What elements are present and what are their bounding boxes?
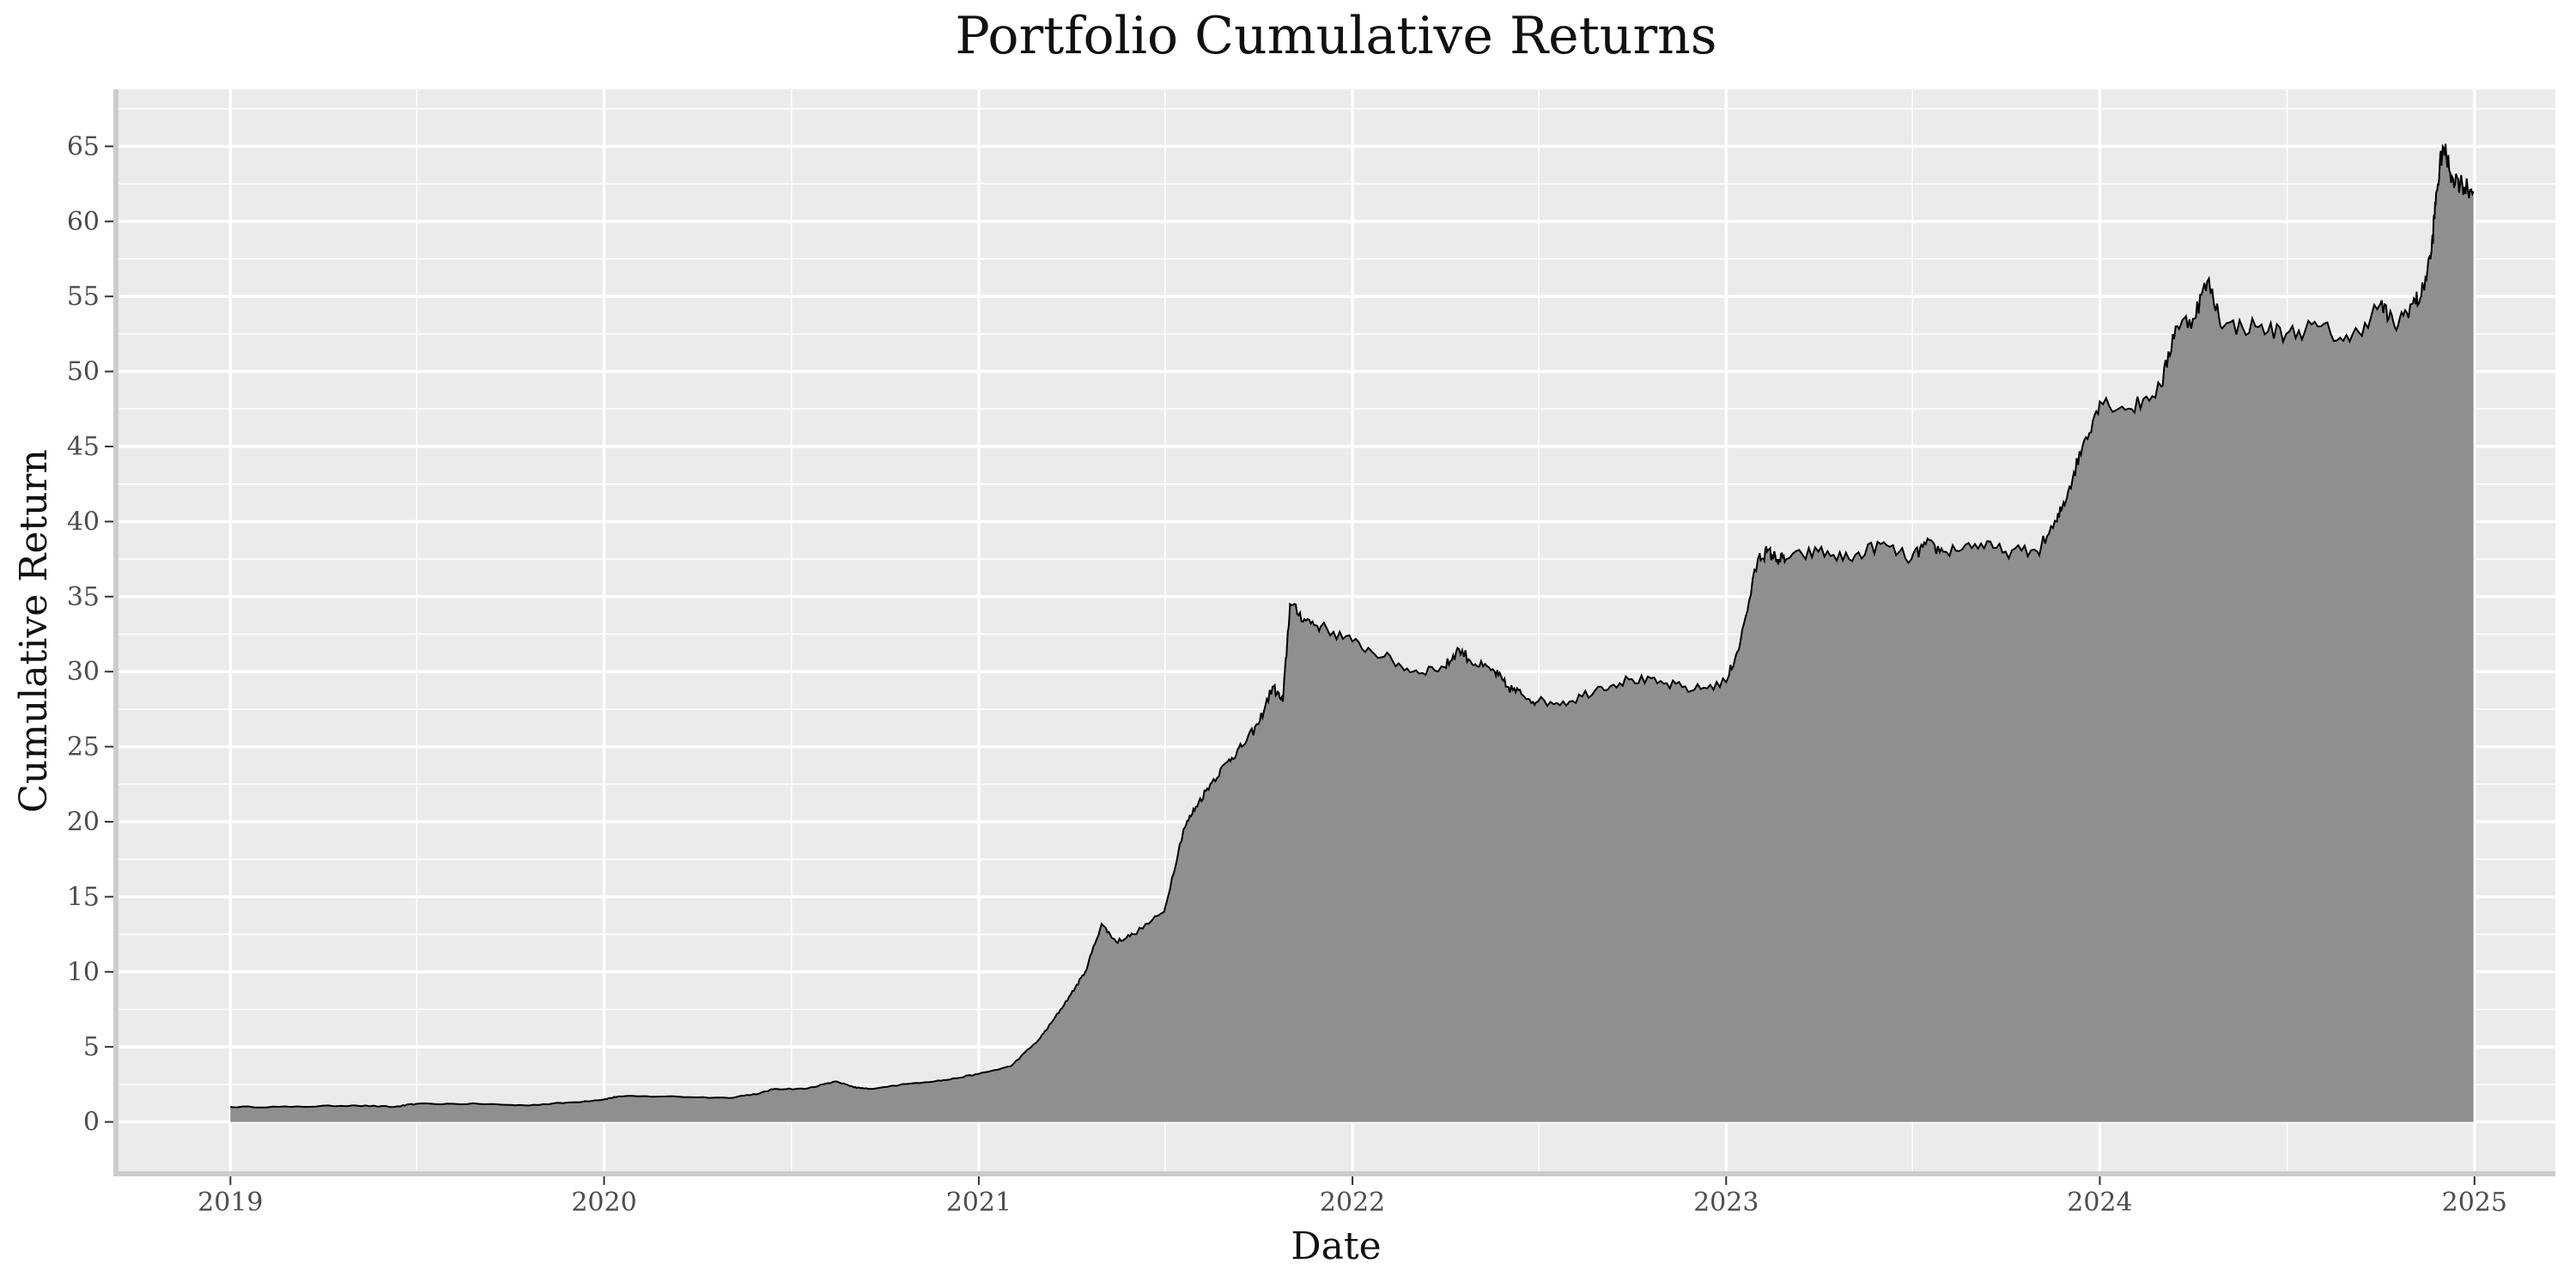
x-tick-label: 2022 [1320,1188,1385,1218]
x-tick-label: 2025 [2442,1188,2507,1218]
y-axis-ticks: 0 5 10 15 20 25 30 35 40 45 50 55 60 65 [67,131,113,1138]
y-tick-label: 20 [67,807,100,837]
y-tick-label: 15 [67,882,100,912]
cumulative-return-area [230,143,2474,1122]
x-axis-title: Date [1291,1224,1381,1268]
x-axis-ticks: 2019 2020 2021 2022 2023 2024 2025 [197,1176,2507,1218]
cumulative-return-line [230,143,2475,1109]
x-tick-label: 2024 [2067,1188,2132,1218]
y-tick-label: 10 [67,957,100,987]
y-axis-strip [113,89,118,1176]
x-axis-strip [117,1171,2555,1176]
y-tick-label: 50 [67,357,100,387]
x-tick-label: 2023 [1693,1188,1759,1218]
y-tick-label: 55 [67,282,100,312]
y-tick-label: 25 [67,732,100,762]
y-tick-label: 65 [67,131,100,161]
y-axis-title: Cumulative Return [12,449,56,813]
x-tick-label: 2019 [197,1188,263,1218]
chart-title: Portfolio Cumulative Returns [955,6,1716,66]
y-tick-label: 40 [67,507,100,537]
y-tick-label: 5 [83,1032,100,1062]
y-tick-label: 35 [67,582,100,612]
y-tick-label: 0 [83,1108,100,1138]
x-tick-label: 2020 [571,1188,636,1218]
y-tick-label: 30 [67,657,100,687]
y-tick-label: 45 [67,432,100,462]
x-tick-label: 2021 [946,1188,1012,1218]
y-tick-label: 60 [67,207,100,237]
